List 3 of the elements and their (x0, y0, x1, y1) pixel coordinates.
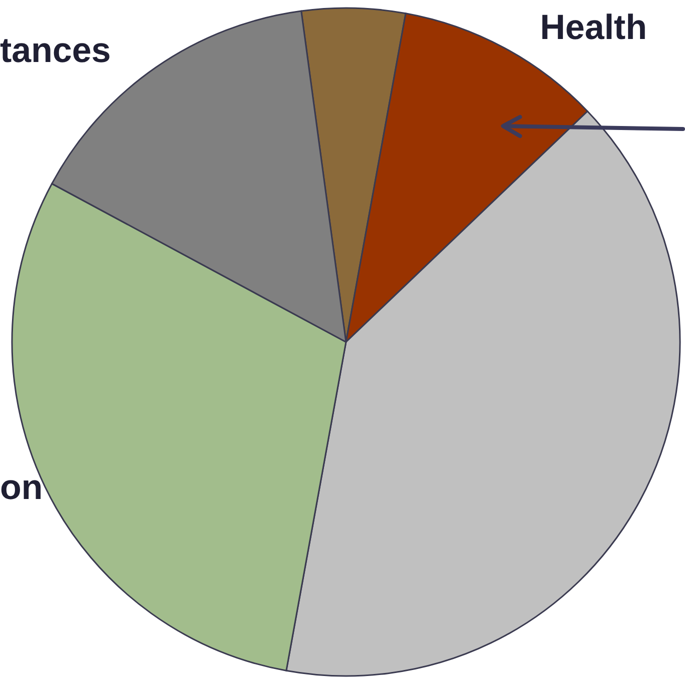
slice-label: Health (540, 8, 647, 47)
slice-label: tances (0, 31, 111, 70)
slice-label: on (0, 468, 43, 507)
